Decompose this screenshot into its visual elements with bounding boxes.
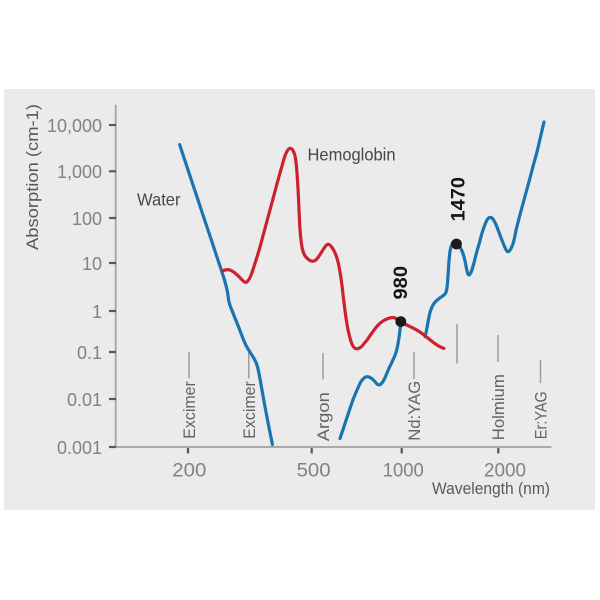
svg-text:Excimer: Excimer <box>240 381 259 439</box>
svg-text:980: 980 <box>391 266 412 300</box>
svg-text:100: 100 <box>72 209 102 229</box>
svg-text:0.001: 0.001 <box>57 438 102 458</box>
svg-text:Hemoglobin: Hemoglobin <box>308 144 396 164</box>
svg-text:2000: 2000 <box>484 461 526 482</box>
svg-text:10,000: 10,000 <box>47 116 102 136</box>
svg-text:500: 500 <box>297 461 331 482</box>
svg-text:Absorption (cm-1): Absorption (cm-1) <box>23 104 42 250</box>
svg-text:200: 200 <box>172 461 206 482</box>
svg-text:1470: 1470 <box>448 177 469 222</box>
svg-text:Wavelength (nm): Wavelength (nm) <box>432 479 550 498</box>
svg-text:1,000: 1,000 <box>57 162 102 182</box>
svg-text:Er:YAG: Er:YAG <box>532 391 551 439</box>
svg-text:Water: Water <box>137 190 181 210</box>
svg-text:1: 1 <box>92 302 102 322</box>
svg-text:Argon: Argon <box>314 392 333 441</box>
svg-text:0.01: 0.01 <box>67 390 102 410</box>
svg-text:1000: 1000 <box>383 461 424 482</box>
svg-text:Nd:YAG: Nd:YAG <box>405 381 424 441</box>
svg-text:Excimer: Excimer <box>180 381 199 439</box>
svg-text:0.1: 0.1 <box>77 343 102 363</box>
svg-text:10: 10 <box>82 254 102 274</box>
svg-text:Holmium: Holmium <box>489 374 508 440</box>
